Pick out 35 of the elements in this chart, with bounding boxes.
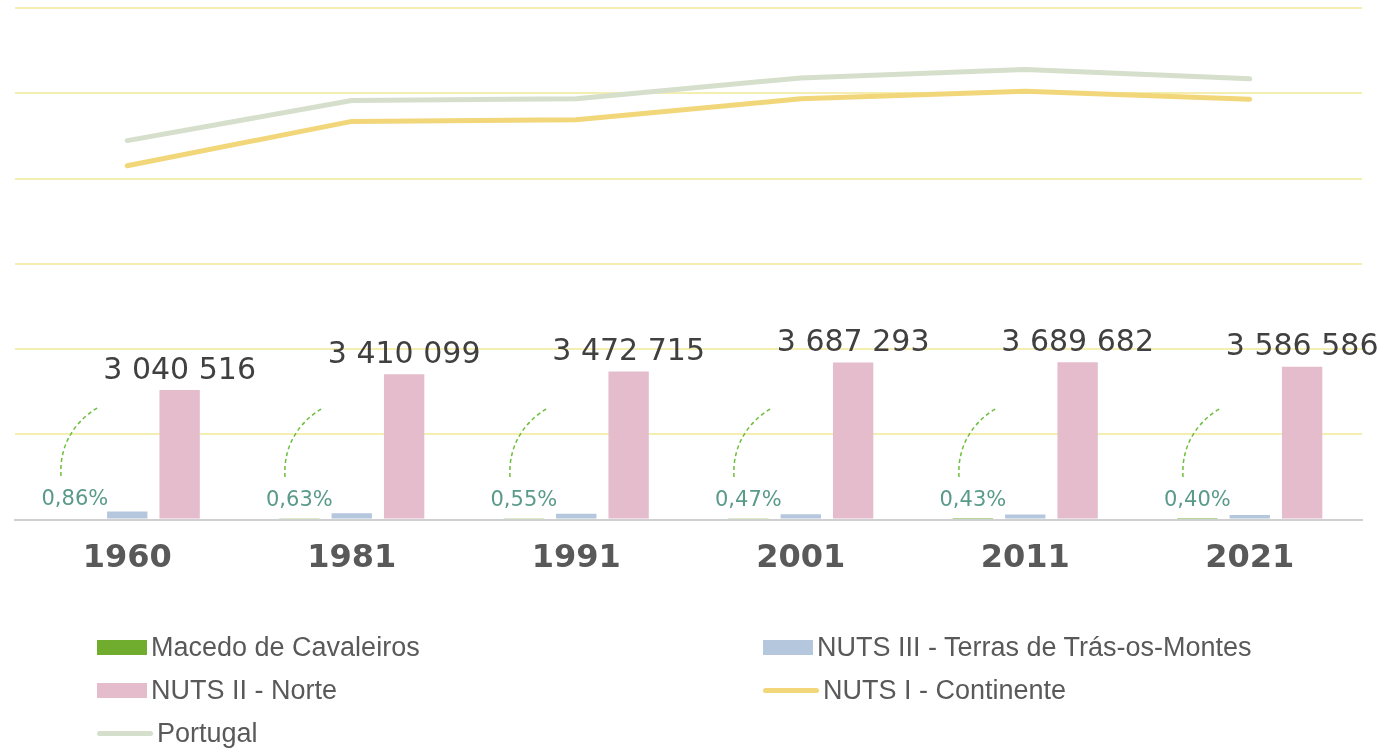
legend-label: Macedo de Cavaleiros bbox=[151, 632, 420, 663]
x-tick-label: 1991 bbox=[531, 537, 621, 576]
data-label: 3 687 293 bbox=[776, 323, 930, 359]
annotation: 0,40% bbox=[1164, 486, 1231, 511]
x-tick-label: 2011 bbox=[980, 537, 1070, 576]
bar bbox=[556, 513, 597, 519]
annotation: 0,55% bbox=[490, 486, 558, 511]
annotation: 0,63% bbox=[266, 486, 333, 511]
legend-label: NUTS I - Continente bbox=[823, 675, 1067, 706]
annotation: 0,43% bbox=[939, 486, 1007, 511]
bar bbox=[159, 389, 200, 519]
bar bbox=[383, 374, 425, 519]
bar bbox=[1057, 362, 1098, 519]
bar bbox=[1229, 515, 1270, 519]
legend-label: NUTS II - Norte bbox=[151, 675, 338, 706]
x-tick-label: 1960 bbox=[82, 537, 172, 576]
data-label: 3 586 586 bbox=[1225, 327, 1379, 363]
data-label: 3 689 682 bbox=[1001, 323, 1154, 359]
legend-label: NUTS III - Terras de Trás-os-Montes bbox=[817, 632, 1252, 663]
legend-label: Portugal bbox=[157, 718, 258, 749]
data-label: 3 472 715 bbox=[552, 332, 705, 368]
annotation: 0,86% bbox=[41, 486, 109, 511]
x-tick-label: 2021 bbox=[1205, 537, 1295, 576]
annotation: 0,47% bbox=[715, 486, 782, 511]
bar bbox=[832, 362, 874, 519]
bar bbox=[780, 514, 821, 519]
bar bbox=[1281, 366, 1323, 519]
x-tick-label: 1981 bbox=[307, 537, 397, 576]
bar bbox=[107, 511, 148, 519]
bar bbox=[331, 513, 372, 519]
bar bbox=[608, 371, 649, 519]
x-tick-label: 2001 bbox=[756, 537, 846, 576]
data-label: 3 410 099 bbox=[327, 335, 481, 371]
bar bbox=[1005, 514, 1046, 519]
data-label: 3 040 516 bbox=[103, 350, 256, 386]
